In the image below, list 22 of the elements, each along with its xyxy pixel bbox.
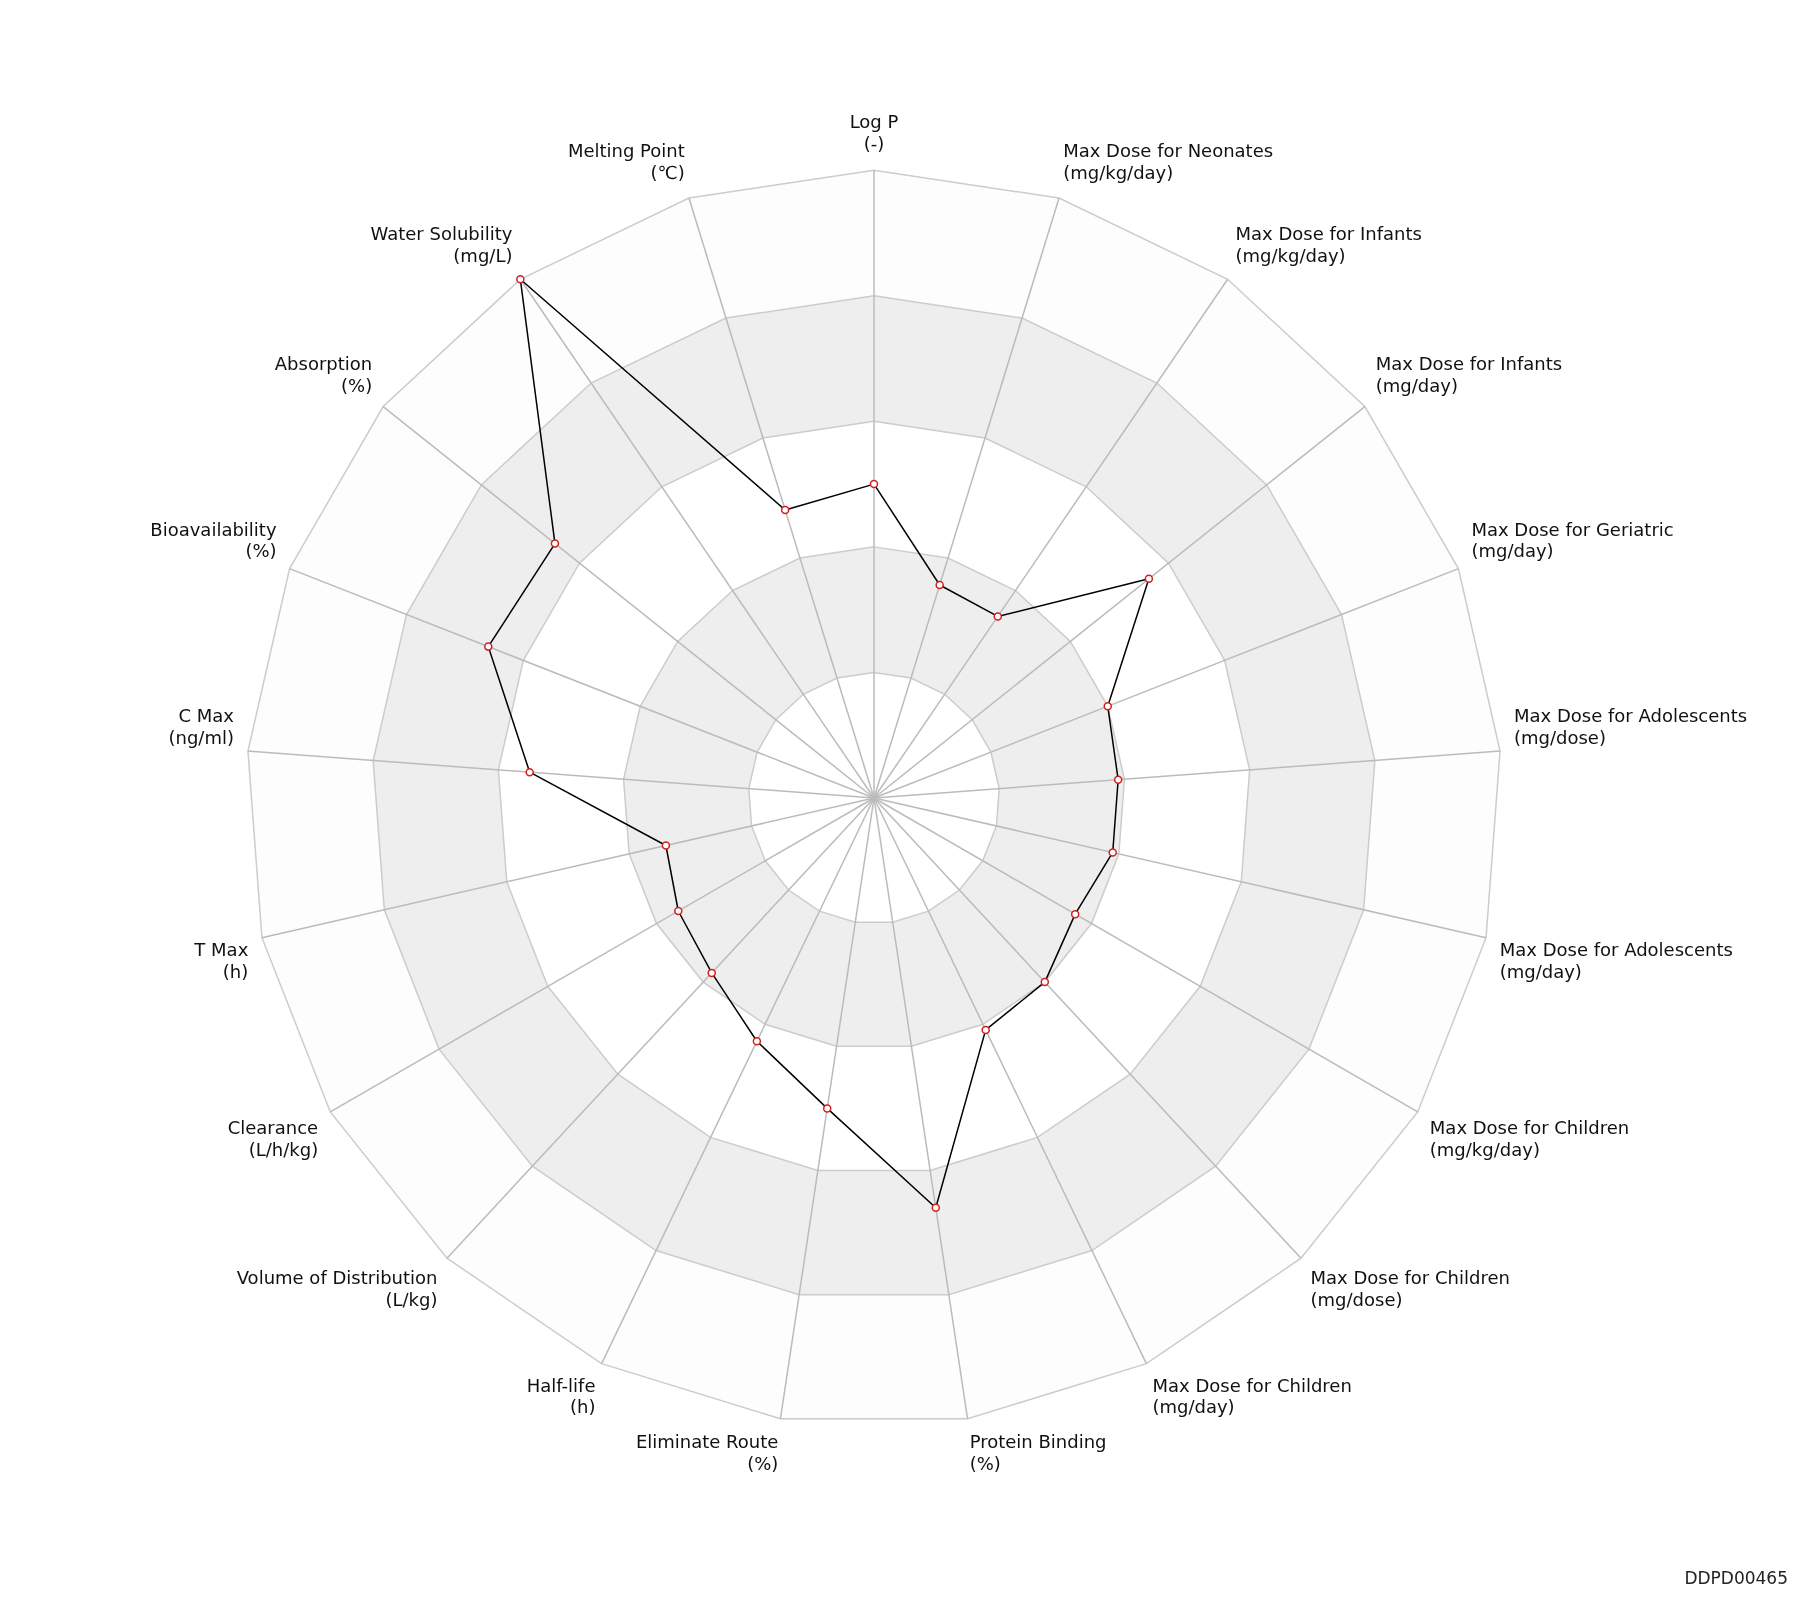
spoke-label: Half-life (h) (526, 1374, 596, 1418)
spoke-label: Max Dose for Children (mg/dose) (1310, 1266, 1510, 1310)
spoke-label: Eliminate Route (%) (635, 1431, 779, 1474)
spoke-label: T Max (h) (193, 939, 249, 982)
spoke-label: Protein Binding (%) (969, 1431, 1107, 1474)
spoke-label: Max Dose for Neonates (mg/kg/day) (1063, 139, 1274, 183)
spoke-label: Volume of Distribution (L/kg) (236, 1266, 438, 1310)
text: DDPD00465 (1684, 1568, 1788, 1588)
spoke-label: Bioavailability (%) (150, 518, 277, 562)
spoke-label: Clearance (L/h/kg) (227, 1117, 319, 1160)
spoke-label: Max Dose for Children (mg/kg/day) (1429, 1117, 1630, 1160)
spoke-label: Max Dose for Infants (mg/kg/day) (1235, 222, 1422, 266)
spoke-label: C Max (ng/ml) (168, 705, 235, 748)
spoke-label: Max Dose for Adolescents (mg/dose) (1514, 705, 1748, 748)
spoke-label: Max Dose for Adolescents (mg/day) (1499, 939, 1733, 982)
spoke-label: Melting Point (℃) (567, 139, 685, 183)
spoke-label: Max Dose for Children (mg/day) (1152, 1374, 1352, 1418)
spoke-label: Absorption (%) (274, 353, 373, 396)
spoke-label: Water Solubility (mg/L) (370, 222, 513, 266)
spoke-label: Max Dose for Infants (mg/day) (1375, 353, 1563, 396)
spoke-label: Log P (-) (849, 111, 899, 155)
spoke-label: Max Dose for Geriatric (mg/day) (1471, 518, 1674, 562)
